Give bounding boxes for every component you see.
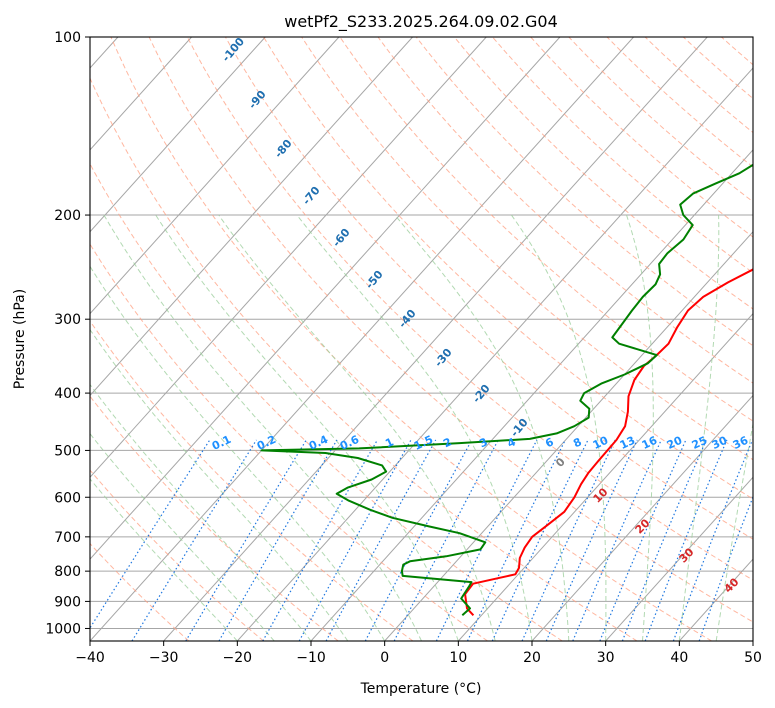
isotherm-line bbox=[90, 37, 192, 151]
dry-adiabat-line bbox=[186, 37, 753, 581]
y-tick-label: 800 bbox=[54, 564, 81, 580]
mixing-ratio-line bbox=[131, 439, 258, 641]
y-tick-label: 100 bbox=[54, 30, 81, 46]
moist-adiabat-line bbox=[90, 383, 312, 641]
profile-line bbox=[260, 163, 753, 617]
mixing-ratio-line bbox=[393, 439, 499, 641]
x-tick-label: 30 bbox=[597, 650, 615, 666]
x-tick-label: 20 bbox=[523, 650, 541, 666]
mixing-ratio-line bbox=[435, 439, 538, 641]
moist-adiabat-line bbox=[394, 214, 570, 641]
y-tick-label: 600 bbox=[54, 490, 81, 506]
mixing-ratio-line bbox=[218, 439, 338, 641]
x-tick-label: −30 bbox=[149, 650, 179, 666]
mixing-ratio-label: 36 bbox=[731, 434, 751, 452]
dry-adiabat-line bbox=[90, 162, 563, 641]
dry-adiabat-line bbox=[90, 243, 488, 641]
isotherm-line bbox=[605, 476, 753, 641]
isotherm-line bbox=[90, 37, 266, 233]
mixing-ratio-line bbox=[185, 439, 307, 641]
mixing-ratio-line bbox=[644, 439, 728, 641]
x-axis-label: Temperature (°C) bbox=[360, 681, 482, 697]
isotherm-line bbox=[457, 312, 753, 641]
plot-frame bbox=[89, 36, 754, 642]
isotherm-line bbox=[752, 640, 753, 641]
isotherm-line bbox=[90, 37, 487, 479]
dry-adiabat-line bbox=[377, 37, 753, 384]
plot-background bbox=[90, 37, 753, 641]
x-tick-label: 40 bbox=[670, 650, 688, 666]
mixing-ratio-line bbox=[466, 439, 566, 641]
x-tick-label: −20 bbox=[223, 650, 253, 666]
mixing-ratio-label: 10 bbox=[591, 434, 611, 452]
mixing-ratio-label: 16 bbox=[640, 434, 660, 452]
y-tick-label: 500 bbox=[54, 443, 81, 459]
moist-adiabat-line bbox=[90, 265, 386, 641]
isotherm-line bbox=[90, 37, 413, 397]
dry-adiabat-line bbox=[568, 37, 753, 203]
moist-adiabat-line bbox=[715, 421, 753, 641]
mixing-ratio-line bbox=[621, 439, 707, 641]
dry-adiabat-line bbox=[492, 37, 753, 274]
isotherm-line bbox=[384, 230, 753, 641]
moist-adiabat-line bbox=[90, 328, 349, 641]
y-axis-label: Pressure (hPa) bbox=[12, 289, 28, 389]
chart-title: wetPf2_S233.2025.264.09.02.G04 bbox=[284, 12, 558, 32]
dry-adiabat-line bbox=[90, 77, 638, 641]
dry-adiabat-line bbox=[90, 320, 414, 641]
mixing-ratio-line bbox=[491, 439, 589, 641]
dry-adiabat-line bbox=[90, 395, 339, 641]
x-tick-label: 0 bbox=[380, 650, 389, 666]
mixing-ratio-label: 13 bbox=[618, 434, 637, 452]
isotherm-line bbox=[90, 37, 634, 641]
y-tick-label: 400 bbox=[54, 386, 81, 402]
mixing-ratio-line bbox=[545, 439, 638, 641]
isotherm-line bbox=[163, 37, 708, 641]
moist-adiabat-line bbox=[90, 478, 238, 641]
moist-adiabat-line bbox=[155, 214, 459, 641]
mixing-ratio-line bbox=[572, 439, 662, 641]
isotherm-line bbox=[90, 37, 561, 560]
mixing-ratio-line bbox=[262, 439, 378, 641]
isotherm-line bbox=[236, 67, 753, 641]
dry-adiabat-line bbox=[224, 37, 753, 540]
mixing-ratio-label: 30 bbox=[710, 434, 730, 452]
dry-adiabat-line bbox=[148, 37, 753, 623]
isotherm-line bbox=[90, 37, 340, 315]
dry-adiabat-line bbox=[110, 37, 712, 641]
x-tick-label: 50 bbox=[744, 650, 762, 666]
moist-adiabat-line bbox=[510, 214, 607, 641]
y-tick-label: 1000 bbox=[45, 621, 81, 637]
isotherm-line bbox=[531, 394, 753, 641]
x-tick-label: −40 bbox=[75, 650, 105, 666]
mixing-ratio-label: 25 bbox=[690, 434, 709, 452]
moist-adiabat-line bbox=[626, 214, 654, 641]
y-tick-label: 300 bbox=[54, 312, 81, 328]
x-tick-label: −10 bbox=[296, 650, 326, 666]
mixing-ratio-line bbox=[521, 439, 616, 641]
y-tick-label: 900 bbox=[54, 594, 81, 610]
dry-adiabat-line bbox=[263, 37, 753, 500]
mixing-ratio-line bbox=[599, 439, 687, 641]
mixing-ratio-label: 20 bbox=[665, 434, 685, 452]
dry-adiabat-line bbox=[415, 37, 753, 347]
y-tick-label: 700 bbox=[54, 530, 81, 546]
x-tick-label: 10 bbox=[449, 650, 467, 666]
dry-adiabat-line bbox=[301, 37, 753, 461]
dry-adiabat-line bbox=[90, 469, 264, 641]
moist-adiabat-line bbox=[218, 214, 496, 641]
moist-adiabat-line bbox=[103, 214, 422, 641]
y-tick-label: 200 bbox=[54, 208, 81, 224]
mixing-ratio-line bbox=[364, 439, 473, 641]
